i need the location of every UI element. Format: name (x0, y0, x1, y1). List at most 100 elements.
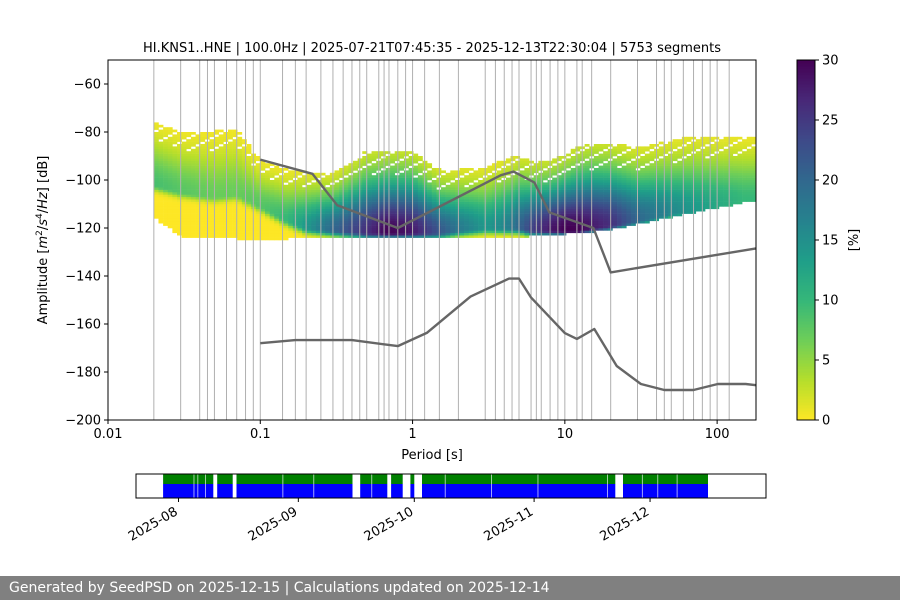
heatmap-cell (612, 204, 618, 207)
heatmap-cell (163, 213, 169, 217)
heatmap-cell (723, 170, 729, 174)
heatmap-cell (473, 213, 479, 217)
heatmap-cell (603, 180, 609, 183)
heatmap-cell (223, 134, 229, 138)
heatmap-cell (362, 199, 368, 202)
heatmap-cell (649, 146, 655, 150)
heatmap-cell (630, 184, 636, 188)
heatmap-cell (626, 194, 632, 198)
heatmap-cell (163, 141, 169, 145)
heatmap-cell (672, 144, 678, 147)
heatmap-cell (635, 192, 641, 195)
heatmap-cell (649, 194, 655, 198)
heatmap-cell (408, 235, 414, 238)
heatmap-cell (436, 230, 442, 234)
heatmap-cell (556, 177, 562, 181)
heatmap-cell (371, 165, 377, 169)
heatmap-cell (163, 201, 169, 205)
heatmap-cell (353, 175, 358, 178)
heatmap-cell (570, 156, 576, 159)
heatmap-cell (177, 192, 182, 195)
heatmap-cell (519, 196, 525, 200)
heatmap-cell (612, 170, 618, 174)
heatmap-cell (709, 184, 715, 188)
heatmap-cell (283, 175, 289, 178)
heatmap-cell (167, 211, 173, 214)
heatmap-cell (302, 235, 307, 238)
heatmap-cell (677, 151, 683, 154)
heatmap-cell (640, 168, 646, 171)
heatmap-cell (195, 134, 201, 138)
heatmap-cell (218, 235, 224, 238)
heatmap-cell (598, 160, 604, 164)
heatmap-cell (566, 170, 572, 174)
heatmap-cell (195, 194, 201, 198)
heatmap-cell (705, 160, 710, 164)
heatmap-cell (686, 170, 692, 174)
heatmap-cell (297, 180, 303, 183)
heatmap-cell (408, 170, 414, 174)
heatmap-cell (496, 213, 502, 217)
heatmap-cell (241, 189, 247, 193)
heatmap-cell (153, 189, 159, 193)
heatmap-cell (473, 211, 479, 214)
heatmap-cell (681, 168, 687, 171)
colorbar-tick-label: 25 (822, 114, 839, 129)
heatmap-cell (274, 211, 280, 214)
heatmap-cell (598, 172, 604, 176)
heatmap-cell (209, 139, 215, 142)
heatmap-cell (626, 218, 632, 222)
heatmap-cell (478, 208, 484, 212)
heatmap-cell (718, 192, 724, 195)
heatmap-cell (403, 228, 409, 231)
heatmap-cell (158, 189, 164, 193)
heatmap-cell (751, 175, 757, 178)
heatmap-cell (186, 175, 192, 178)
heatmap-cell (200, 201, 206, 205)
heatmap-cell (524, 168, 530, 171)
heatmap-cell (390, 160, 395, 164)
heatmap-cell (163, 153, 169, 157)
heatmap-cell (385, 189, 391, 193)
heatmap-cell (658, 148, 664, 152)
heatmap-cell (413, 223, 419, 226)
heatmap-cell (728, 196, 734, 200)
heatmap-cell (705, 148, 710, 152)
heatmap-cell (454, 232, 460, 236)
heatmap-cell (288, 199, 294, 202)
heatmap-cell (640, 220, 646, 224)
heatmap-cell (718, 141, 724, 145)
heatmap-cell (246, 228, 252, 231)
heatmap-cell (343, 220, 349, 224)
heatmap-cell (751, 194, 757, 198)
heatmap-cell (223, 230, 229, 234)
heatmap-cell (584, 144, 590, 147)
heatmap-cell (403, 189, 409, 193)
heatmap-cell (681, 206, 687, 210)
heatmap-cell (556, 204, 562, 207)
heatmap-cell (695, 170, 701, 174)
heatmap-cell (742, 184, 748, 188)
heatmap-cell (214, 184, 219, 188)
heatmap-cell (315, 230, 321, 234)
heatmap-cell (519, 213, 525, 217)
heatmap-cell (237, 153, 243, 157)
heatmap-cell (473, 230, 479, 234)
heatmap-cell (468, 225, 474, 229)
heatmap-cell (209, 158, 215, 162)
colorbar-swatch (797, 129, 815, 133)
heatmap-cell (246, 168, 252, 171)
heatmap-cell (311, 235, 317, 238)
heatmap-cell (709, 206, 715, 210)
heatmap-cell (241, 151, 247, 154)
heatmap-cell (158, 216, 164, 219)
heatmap-cell (515, 182, 521, 186)
colorbar-swatch (797, 321, 815, 325)
heatmap-cell (232, 192, 238, 195)
heatmap-cell (561, 175, 567, 178)
heatmap-cell (399, 175, 405, 178)
heatmap-cell (190, 194, 196, 198)
heatmap-cell (403, 230, 409, 234)
heatmap-cell (598, 228, 604, 231)
heatmap-cell (190, 151, 196, 154)
